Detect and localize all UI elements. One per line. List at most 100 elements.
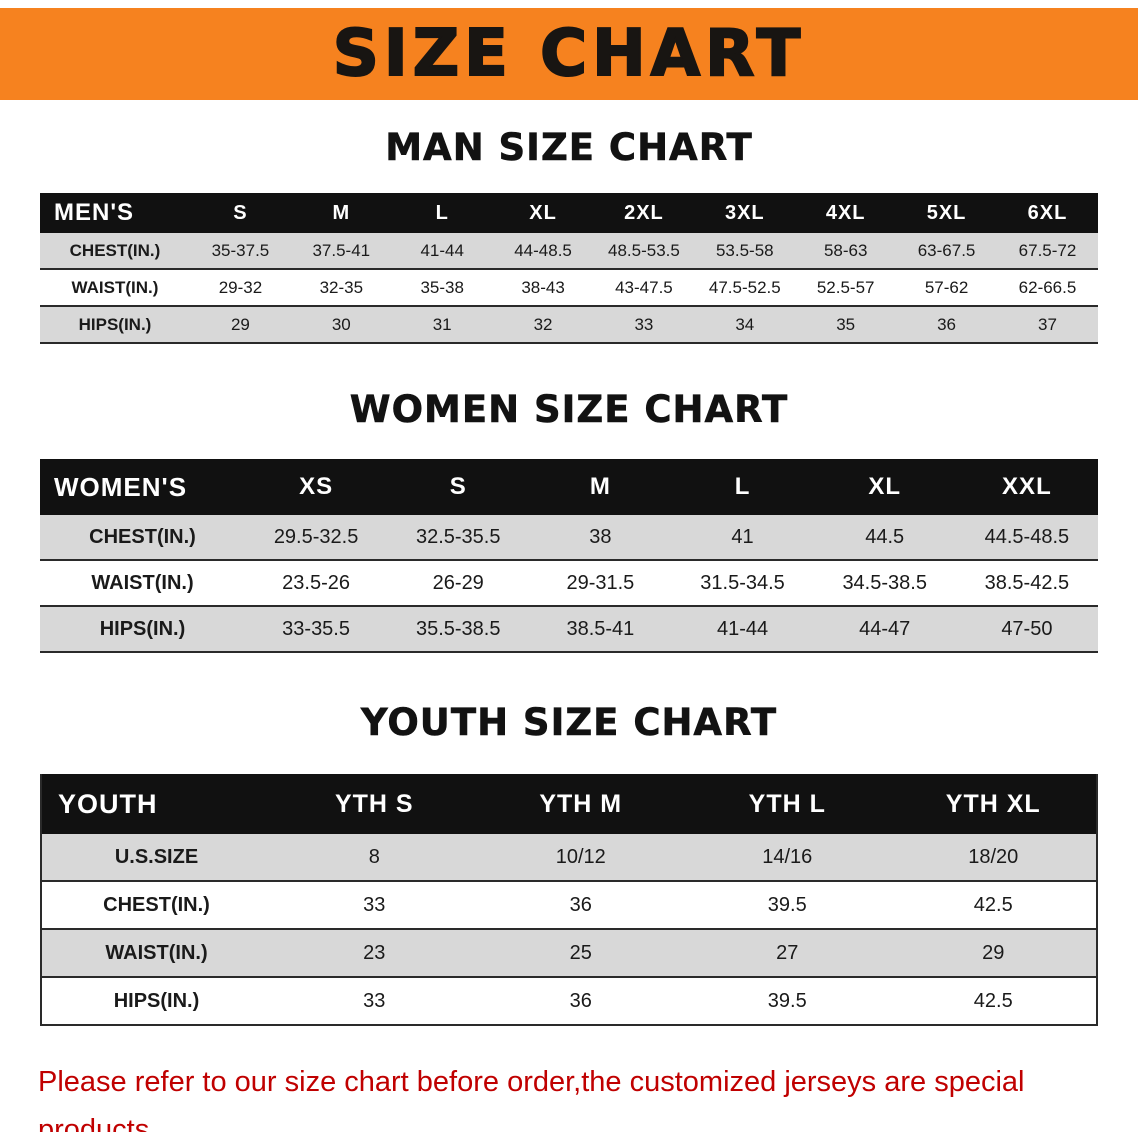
cell-value: 44.5-48.5 [984, 525, 1070, 548]
row-label: CHEST(IN.) [89, 525, 196, 548]
cell-value: 29 [230, 314, 250, 334]
cell-value: 53.5-58 [715, 240, 774, 260]
cell-value: 67.5-72 [1018, 240, 1077, 260]
cell-value: 25 [569, 941, 592, 964]
size-column-header: YTH S [271, 774, 478, 834]
cell-value: 27 [776, 941, 799, 964]
cell-value: 35 [836, 314, 856, 334]
cell-value: 29-31.5 [566, 571, 635, 594]
cell-value: 35.5-38.5 [415, 617, 501, 640]
table-row: WAIST(IN.) 29-32 32-35 35-38 38-43 43-47.5 47.… [40, 269, 1098, 306]
cell-value: 29-32 [218, 277, 263, 297]
size-column-header: L [391, 193, 493, 233]
cell-value: 39.5 [767, 893, 807, 916]
cell-value: 31.5-34.5 [700, 571, 785, 594]
cell-value: 37.5-41 [312, 240, 371, 260]
cell-value: 44-47 [859, 617, 911, 640]
cell-value: 33 [363, 989, 386, 1012]
cell-value: 36 [569, 989, 592, 1012]
row-label: CHEST(IN.) [69, 240, 161, 260]
size-column-header: L [671, 459, 814, 515]
cell-value: 35-38 [420, 277, 464, 297]
table-row: HIPS(IN.) 33-35.5 35.5-38.5 38.5-41 41-44 44-… [40, 606, 1098, 652]
cell-value: 31 [432, 314, 452, 334]
size-column-header: S [387, 459, 530, 515]
table-row: WAIST(IN.) 23.5-26 26-29 29-31.5 31.5-34.5 34… [40, 560, 1098, 606]
cell-value: 38-43 [521, 277, 565, 297]
cell-value: 14/16 [762, 845, 813, 868]
cell-value: 44-48.5 [514, 240, 572, 260]
table-row: HIPS(IN.) 29 30 31 32 33 34 35 36 37 [40, 306, 1098, 343]
size-column-header: XXL [955, 459, 1098, 515]
size-column-header: XS [245, 459, 388, 515]
women-section: WOMEN SIZE CHART WOMEN'S XS S M L XL XXL CHEST(… [0, 388, 1138, 653]
cell-value: 33 [634, 314, 654, 334]
table-corner-label: YOUTH [41, 774, 271, 834]
row-label: HIPS(IN.) [99, 617, 186, 640]
cell-value: 41-44 [420, 240, 464, 260]
men-section: MAN SIZE CHART MEN'S S M L XL 2XL 3XL 4XL 5XL 6XL… [0, 126, 1138, 344]
women-size-table: WOMEN'S XS S M L XL XXL CHEST(IN.) 29.5-32.5 32.5… [40, 459, 1098, 653]
cell-value: 39.5 [767, 989, 807, 1012]
table-row: CHEST(IN.) 29.5-32.5 32.5-35.5 38 41 44.5 44.5… [40, 515, 1098, 560]
cell-value: 18/20 [968, 845, 1019, 868]
table-row: WAIST(IN.) 23 25 27 29 [41, 929, 1097, 977]
cell-value: 32-35 [319, 277, 364, 297]
size-column-header: 3XL [694, 193, 796, 233]
cell-value: 57-62 [924, 277, 969, 297]
row-label: WAIST(IN.) [71, 277, 159, 297]
row-label: HIPS(IN.) [113, 989, 200, 1012]
table-row: CHEST(IN.) 35-37.5 37.5-41 41-44 44-48.5 48.5… [40, 233, 1098, 269]
size-column-header: YTH L [684, 774, 891, 834]
size-column-header: XL [813, 459, 956, 515]
cell-value: 43-47.5 [615, 277, 673, 297]
row-label: WAIST(IN.) [91, 571, 194, 594]
cell-value: 38.5-41 [566, 617, 635, 640]
cell-value: 35-37.5 [211, 240, 270, 260]
men-size-table: MEN'S S M L XL 2XL 3XL 4XL 5XL 6XL CHEST(IN.) 35-37… [40, 193, 1098, 344]
youth-section: YOUTH SIZE CHART YOUTH YTH S YTH M YTH L YTH… [0, 701, 1138, 1026]
size-column-header: YTH M [477, 774, 684, 834]
size-column-header: M [529, 459, 672, 515]
size-column-header: XL [492, 193, 594, 233]
cell-value: 37 [1038, 314, 1057, 334]
cell-value: 44.5 [865, 525, 905, 548]
cell-value: 23 [363, 941, 386, 964]
cell-value: 58-63 [823, 240, 868, 260]
cell-value: 26-29 [432, 571, 484, 594]
table-row: CHEST(IN.) 33 36 39.5 42.5 [41, 881, 1097, 929]
cell-value: 38 [589, 525, 612, 548]
cell-value: 38.5-42.5 [984, 571, 1070, 594]
cell-value: 34 [735, 314, 755, 334]
row-label: CHEST(IN.) [103, 893, 210, 916]
youth-size-table: YOUTH YTH S YTH M YTH L YTH XL U.S.SIZE 8 10/12… [40, 774, 1098, 1026]
cell-value: 47.5-52.5 [708, 277, 781, 297]
size-column-header: 4XL [795, 193, 897, 233]
youth-section-heading: YOUTH SIZE CHART [360, 701, 778, 745]
table-header-row: YOUTH YTH S YTH M YTH L YTH XL [41, 774, 1097, 834]
cell-value: 23.5-26 [282, 571, 350, 594]
cell-value: 8 [368, 845, 380, 868]
cell-value: 10/12 [555, 845, 606, 868]
men-section-heading: MAN SIZE CHART [385, 126, 753, 170]
size-column-header: 5XL [896, 193, 997, 233]
size-column-header: S [190, 193, 291, 233]
row-label: WAIST(IN.) [105, 941, 208, 964]
women-section-heading: WOMEN SIZE CHART [349, 388, 789, 432]
cell-value: 41-44 [716, 617, 769, 640]
table-corner-label: MEN'S [40, 193, 190, 233]
size-column-header: M [290, 193, 392, 233]
row-label: HIPS(IN.) [78, 314, 152, 334]
cell-value: 29 [982, 941, 1005, 964]
cell-value: 62-66.5 [1018, 277, 1077, 297]
table-corner-label: WOMEN'S [40, 459, 245, 515]
notice-line-1: Please refer to our size chart before or… [38, 1066, 1025, 1132]
cell-value: 29.5-32.5 [273, 525, 359, 548]
cell-value: 48.5-53.5 [608, 240, 680, 260]
cell-value: 36 [937, 314, 957, 334]
cell-value: 42.5 [973, 989, 1013, 1012]
size-column-header: YTH XL [890, 774, 1097, 834]
banner: SIZE CHART [0, 8, 1138, 100]
size-column-header: 2XL [593, 193, 695, 233]
